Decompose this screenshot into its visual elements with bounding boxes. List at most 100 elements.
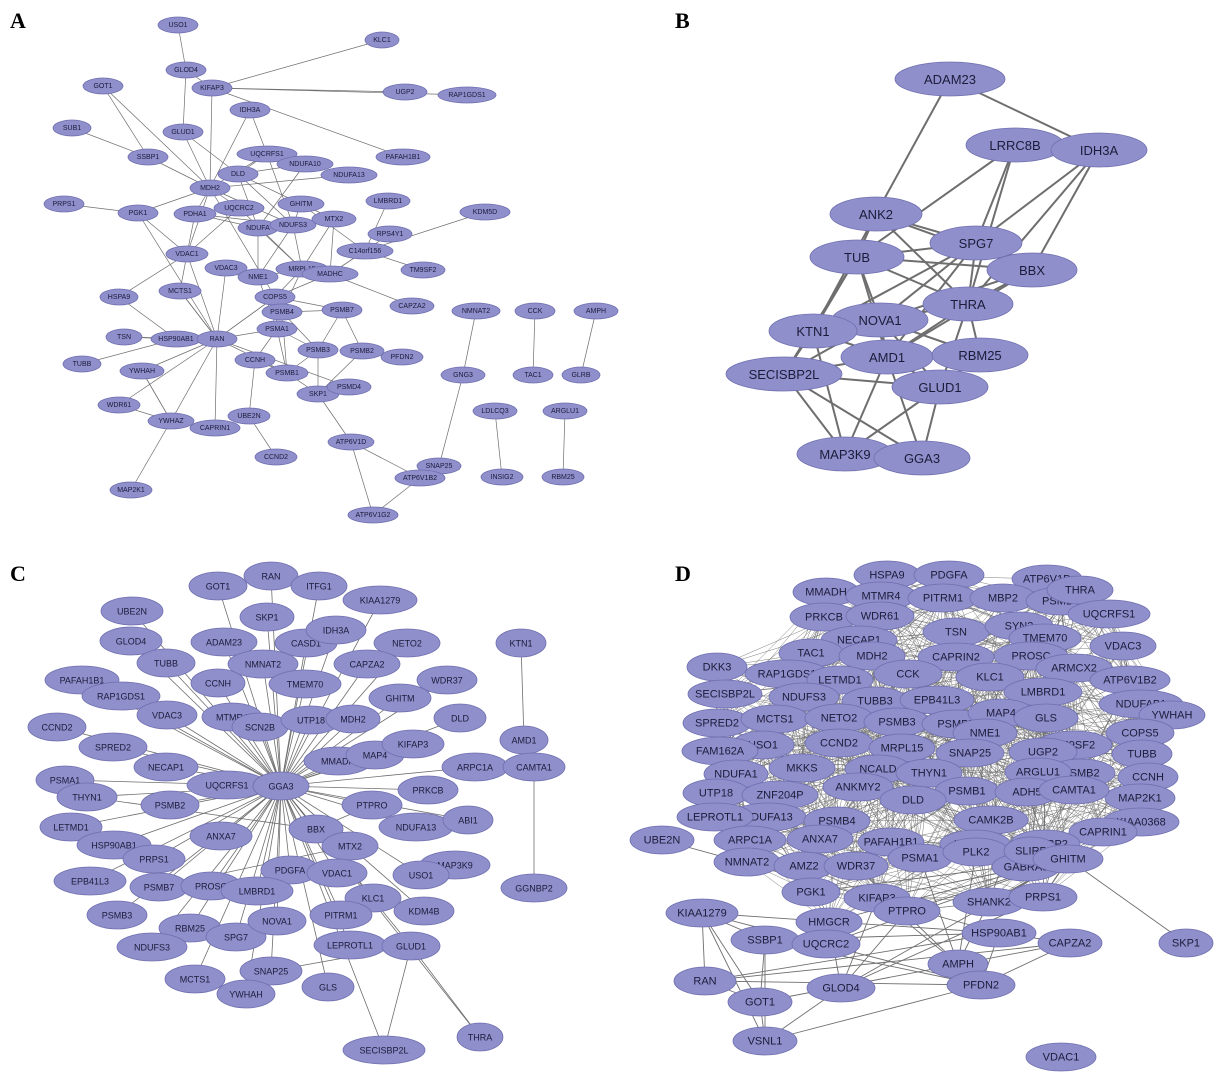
node-label: GLUD1 xyxy=(171,129,194,136)
node-label: TSN xyxy=(117,334,131,341)
node-label: NETO2 xyxy=(392,639,422,649)
node-ellipse xyxy=(339,342,385,360)
node-label: UBE2N xyxy=(237,413,260,420)
node-ellipse xyxy=(809,239,905,275)
node-ellipse xyxy=(189,179,231,197)
node-label: ANXA7 xyxy=(206,832,236,842)
node-glud1: GLUD1 xyxy=(162,123,204,141)
node-idh3a: IDH3A xyxy=(305,615,367,645)
node-label: YWHAH xyxy=(229,990,263,1000)
node-ellipse xyxy=(190,627,258,657)
node-pdha1: PDHA1 xyxy=(173,205,217,223)
node-ellipse xyxy=(336,242,394,260)
node-label: ARPC1A xyxy=(728,835,773,847)
node-ellipse xyxy=(217,165,259,183)
node-label: GLS xyxy=(1035,713,1057,725)
node-ellipse xyxy=(52,119,92,137)
node-label: NDUFA1 xyxy=(714,769,757,781)
node-label: SHANK2 xyxy=(967,897,1011,909)
node-mtx2: MTX2 xyxy=(311,210,357,228)
node-ywhah: YWHAH xyxy=(216,979,276,1009)
node-arpc1a: ARPC1A xyxy=(441,752,509,782)
node-label: DLD xyxy=(902,795,924,807)
node-ellipse xyxy=(306,858,368,888)
node-ellipse xyxy=(879,785,947,815)
node-ellipse xyxy=(373,628,441,658)
node-label: MDH2 xyxy=(200,185,220,192)
node-prps1: PRPS1 xyxy=(43,195,85,213)
node-pgk1: PGK1 xyxy=(117,204,159,222)
node-klc1: KLC1 xyxy=(364,31,400,49)
edge xyxy=(182,69,187,133)
node-dld: DLD xyxy=(433,703,487,733)
node-cck: CCK xyxy=(514,302,556,320)
node-psmb7: PSMB7 xyxy=(321,301,363,319)
edge xyxy=(266,616,282,787)
node-label: PRPS1 xyxy=(139,855,169,865)
node-label: ATP6V1B2 xyxy=(403,475,437,482)
node-label: MAP4 xyxy=(363,751,388,761)
node-nme1: NME1 xyxy=(237,268,279,286)
node-label: PITRM1 xyxy=(324,911,357,921)
node-label: HSP90AB1 xyxy=(971,928,1027,940)
node-ellipse xyxy=(381,729,445,759)
node-label: GHITM xyxy=(1050,854,1085,866)
node-hsp90ab1: HSP90AB1 xyxy=(150,330,202,348)
node-vdac3: VDAC3 xyxy=(1089,631,1157,661)
node-sub1: SUB1 xyxy=(52,119,92,137)
node-ellipse xyxy=(205,922,267,952)
node-ellipse xyxy=(173,205,217,223)
node-ellipse xyxy=(791,929,861,959)
node-snap25: SNAP25 xyxy=(239,956,303,986)
node-label: IDH3A xyxy=(1080,143,1119,158)
node-madhc: MADHC xyxy=(301,265,359,283)
node-psmb2: PSMB2 xyxy=(339,342,385,360)
node-ellipse xyxy=(437,86,497,104)
node-ellipse xyxy=(891,369,989,405)
node-label: PSMB1 xyxy=(948,786,985,798)
edge xyxy=(438,374,464,467)
node-label: MCTS1 xyxy=(180,975,211,985)
node-ellipse xyxy=(82,77,124,95)
node-leprotl1: LEPROTL1 xyxy=(676,802,754,832)
node-label: KLC1 xyxy=(976,672,1004,684)
node-ellipse xyxy=(929,225,1023,261)
node-uqcrc2: UQCRC2 xyxy=(791,929,861,959)
node-uqcrc2: UQCRC2 xyxy=(213,199,265,217)
node-atp6v1g2: ATP6V1G2 xyxy=(347,506,399,524)
edge xyxy=(209,109,251,189)
node-idh3a: IDH3A xyxy=(229,101,271,119)
node-tsn: TSN xyxy=(922,617,990,647)
node-thyn1: THYN1 xyxy=(895,758,963,788)
node-label: VDAC3 xyxy=(152,711,182,721)
node-label: LEPROTL1 xyxy=(687,812,743,824)
node-ellipse xyxy=(190,668,246,698)
node-label: USO1 xyxy=(409,871,434,881)
node-label: TMEM70 xyxy=(1023,633,1068,645)
node-idh3a: IDH3A xyxy=(1050,132,1148,168)
node-label: WDR61 xyxy=(861,611,900,623)
node-ellipse xyxy=(433,703,487,733)
node-label: TAC1 xyxy=(524,372,541,379)
node-label: CCND2 xyxy=(41,723,72,733)
edge xyxy=(141,370,172,422)
node-ghitm: GHITM xyxy=(277,195,325,213)
node-ellipse xyxy=(725,356,843,392)
node-ellipse xyxy=(1038,775,1110,805)
node-ccnd2: CCND2 xyxy=(804,728,874,758)
node-ube2n: UBE2N xyxy=(227,407,271,425)
node-ghitm: GHITM xyxy=(1032,844,1104,874)
node-label: PFDN2 xyxy=(963,980,999,992)
node-got1: GOT1 xyxy=(188,571,248,601)
node-ellipse xyxy=(117,204,159,222)
node-ellipse xyxy=(100,596,164,626)
node-label: YWHAZ xyxy=(158,418,184,425)
edge xyxy=(967,149,1100,305)
node-label: GLRB xyxy=(571,372,590,379)
node-label: PRKCB xyxy=(805,612,843,624)
node-label: WDR61 xyxy=(107,402,132,409)
node-mcts1: MCTS1 xyxy=(164,964,226,994)
node-ellipse xyxy=(276,155,334,173)
edge xyxy=(350,441,374,516)
node-label: NDUFA13 xyxy=(333,172,365,179)
